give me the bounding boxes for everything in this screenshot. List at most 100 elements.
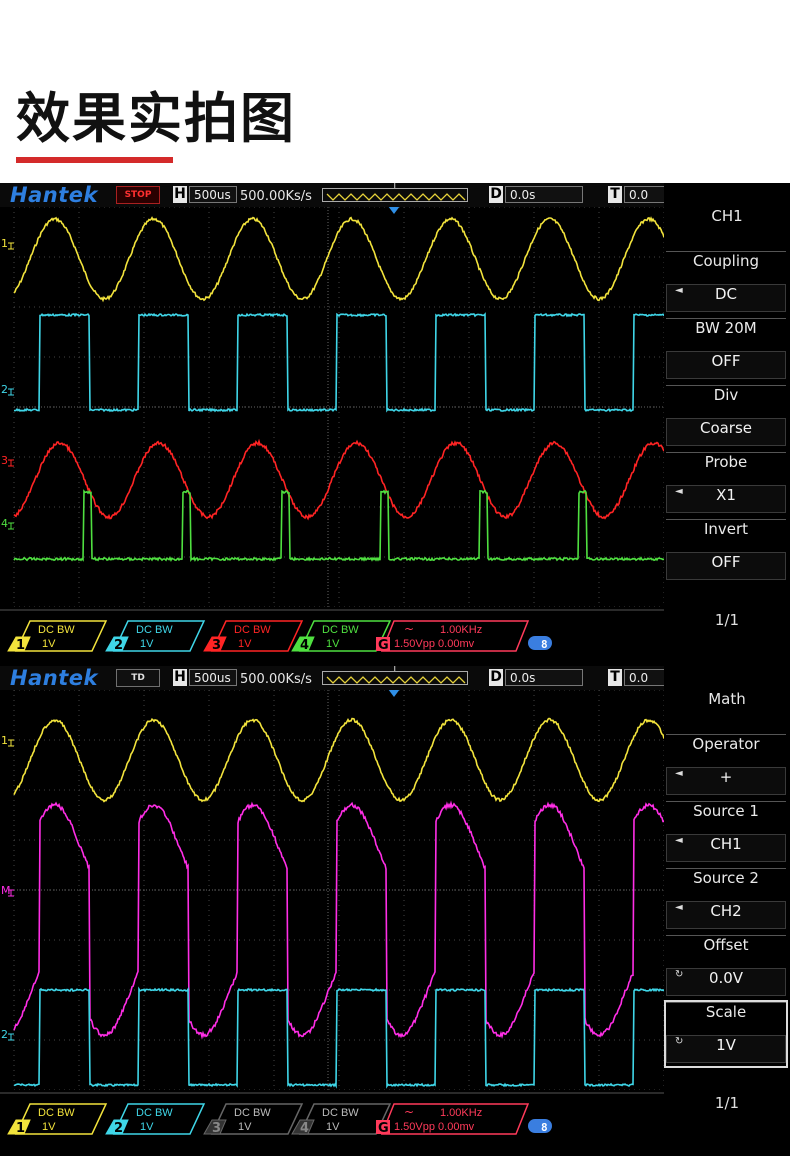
menu-item-label: Source 1	[666, 801, 786, 832]
svg-text:DC BW: DC BW	[234, 624, 271, 636]
menu-item-value[interactable]: ↻ 1V	[666, 1035, 786, 1063]
generator-badge[interactable]: G ~ 1.00KHz 1.50Vpp 0.00mv	[376, 620, 530, 653]
brand-logo: Hantek	[10, 183, 98, 207]
channel-4-badge[interactable]: 4 DC BW 1V	[291, 1103, 392, 1136]
trigger-marker: T	[392, 666, 398, 674]
title-underline	[16, 157, 173, 163]
ch1-marker[interactable]: 1	[1, 734, 14, 747]
menu-item-label: Operator	[666, 734, 786, 765]
timebase-value[interactable]: 500us	[189, 186, 237, 203]
page-title: 效果实拍图	[16, 87, 296, 150]
channel-1-badge[interactable]: 1 DC BW 1V	[7, 620, 108, 653]
graticule-grid	[13, 690, 664, 1090]
menu-item-value[interactable]: ◄ CH2	[666, 901, 786, 929]
svg-text:2: 2	[1, 1028, 8, 1041]
menu-item-probe[interactable]: Probe ◄ X1	[666, 452, 786, 516]
svg-text:~: ~	[404, 1105, 414, 1119]
channel-2-badge[interactable]: 2 DC BW 1V	[105, 620, 206, 653]
menu-item-scale[interactable]: Scale ↻ 1V	[664, 1000, 788, 1068]
waveform-display[interactable]: 1 M 2	[0, 690, 664, 1090]
svg-text:1.50Vpp 0.00mv: 1.50Vpp 0.00mv	[394, 1121, 475, 1133]
menu-item-value[interactable]: OFF	[666, 351, 786, 379]
delay-label: D	[489, 186, 503, 203]
waveform-display[interactable]: 1 2 3 4	[0, 207, 664, 607]
menu-item-source-1[interactable]: Source 1 ◄ CH1	[666, 801, 786, 865]
svg-text:4: 4	[300, 1121, 309, 1136]
channel-3-badge[interactable]: 3 DC BW 1V	[203, 1103, 304, 1136]
trigger-level-value[interactable]: 0.0	[624, 669, 664, 686]
delay-label: D	[489, 669, 503, 686]
left-arrow-icon: ◄	[675, 285, 683, 296]
svg-text:DC BW: DC BW	[322, 1107, 359, 1119]
ch4-marker[interactable]: 4	[1, 517, 14, 530]
menu-item-coupling[interactable]: Coupling ◄ DC	[666, 251, 786, 315]
ch3-marker[interactable]: 3	[1, 454, 14, 467]
svg-text:1.50Vpp 0.00mv: 1.50Vpp 0.00mv	[394, 638, 475, 650]
menu-item-value[interactable]: ◄ DC	[666, 284, 786, 312]
delay-value[interactable]: 0.0s	[505, 669, 583, 686]
usb-icon: 8	[528, 1119, 552, 1134]
menu-item-value[interactable]: Coarse	[666, 418, 786, 446]
ch1-waveform	[13, 216, 664, 303]
svg-text:1: 1	[1, 237, 8, 250]
svg-text:1V: 1V	[326, 1121, 340, 1133]
rotate-knob-icon: ↻	[675, 1036, 684, 1047]
trigger-level-value[interactable]: 0.0	[624, 186, 664, 203]
menu-item-bw-20m[interactable]: BW 20M OFF	[666, 318, 786, 382]
status-bar: Hantek TD H 500us 500.00Ks/s T D 0.0s T …	[0, 666, 664, 691]
svg-text:2: 2	[1, 383, 8, 396]
sample-rate: 500.00Ks/s	[240, 189, 312, 204]
usb-icon: 8	[528, 636, 552, 651]
ch1-marker[interactable]: 1	[1, 237, 14, 250]
channel-1-badge[interactable]: 1 DC BW 1V	[7, 1103, 108, 1136]
svg-text:2: 2	[114, 1121, 123, 1136]
math-marker[interactable]: M	[1, 884, 14, 897]
menu-item-label: Probe	[666, 452, 786, 483]
graticule-grid	[13, 207, 664, 607]
run-status-badge[interactable]: TD	[116, 669, 160, 687]
channel-4-badge[interactable]: 4 DC BW 1V	[291, 620, 392, 653]
menu-item-value[interactable]: OFF	[666, 552, 786, 580]
svg-text:1V: 1V	[238, 638, 252, 650]
svg-text:3: 3	[212, 638, 221, 653]
channel-3-badge[interactable]: 3 DC BW 1V	[203, 620, 304, 653]
delay-value[interactable]: 0.0s	[505, 186, 583, 203]
menu-item-label: BW 20M	[666, 318, 786, 349]
trigger-position-marker	[388, 690, 400, 697]
menu-item-label: Div	[666, 385, 786, 416]
sample-rate: 500.00Ks/s	[240, 672, 312, 687]
menu-item-invert[interactable]: Invert OFF	[666, 519, 786, 583]
svg-text:DC BW: DC BW	[322, 624, 359, 636]
ch2-marker[interactable]: 2	[1, 1028, 14, 1041]
menu-title: CH1	[711, 207, 743, 225]
trigger-marker: T	[392, 183, 398, 191]
svg-text:DC BW: DC BW	[234, 1107, 271, 1119]
menu-page-indicator: 1/1	[714, 1094, 740, 1112]
timebase-value[interactable]: 500us	[189, 669, 237, 686]
menu-item-value[interactable]: ◄ X1	[666, 485, 786, 513]
menu-item-value[interactable]: ◄ CH1	[666, 834, 786, 862]
menu-title: Math	[708, 690, 746, 708]
menu-item-value[interactable]: ◄ +	[666, 767, 786, 795]
generator-badge[interactable]: G ~ 1.00KHz 1.50Vpp 0.00mv	[376, 1103, 530, 1136]
svg-text:G: G	[378, 638, 389, 653]
svg-text:4: 4	[1, 517, 8, 530]
menu-item-offset[interactable]: Offset ↻ 0.0V	[666, 935, 786, 999]
menu-item-div[interactable]: Div Coarse	[666, 385, 786, 449]
run-status-badge[interactable]: STOP	[116, 186, 160, 204]
channel-info-bar: 1 DC BW 1V 2 DC BW 1V 3 DC BW 1V 4 DC BW 1V G ~1.00KH…	[0, 609, 664, 673]
svg-text:1.00KHz: 1.00KHz	[440, 1107, 482, 1119]
channel-info-bar: 1 DC BW 1V 2 DC BW 1V 3 DC BW 1V 4 DC BW 1V G ~1.00KH…	[0, 1092, 664, 1156]
status-bar: Hantek STOP H 500us 500.00Ks/s T D 0.0s …	[0, 183, 664, 208]
trigger-label: T	[608, 669, 622, 686]
svg-text:1V: 1V	[140, 1121, 154, 1133]
svg-text:1: 1	[16, 638, 25, 653]
channel-2-badge[interactable]: 2 DC BW 1V	[105, 1103, 206, 1136]
ch2-waveform	[13, 312, 664, 413]
svg-text:G: G	[378, 1121, 389, 1136]
oscilloscope-screenshot-channels: Hantek STOP H 500us 500.00Ks/s T D 0.0s …	[0, 183, 790, 673]
menu-item-source-2[interactable]: Source 2 ◄ CH2	[666, 868, 786, 932]
menu-item-value[interactable]: ↻ 0.0V	[666, 968, 786, 996]
ch2-marker[interactable]: 2	[1, 383, 14, 396]
menu-item-operator[interactable]: Operator ◄ +	[666, 734, 786, 798]
